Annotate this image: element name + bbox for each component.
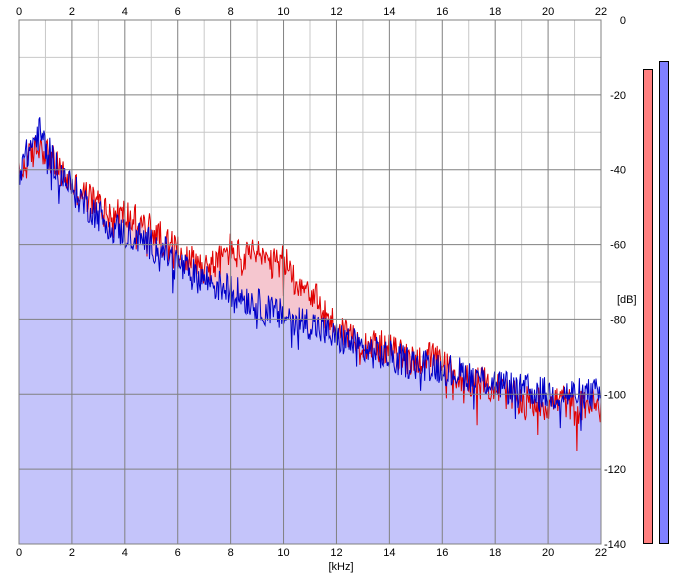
x-axis-label: [kHz] — [328, 561, 353, 573]
y-tick-label: -40 — [610, 165, 626, 177]
x-tick-label-top: 8 — [228, 6, 234, 18]
x-tick-label-top: 16 — [436, 6, 448, 18]
y-tick-label: -120 — [604, 464, 626, 476]
x-tick-label-bottom: 14 — [383, 547, 395, 559]
x-tick-label-top: 2 — [69, 6, 75, 18]
y-tick-label: -100 — [604, 389, 626, 401]
x-axis-top-ticks: 0 2 4 6 8 10 12 14 16 18 20 22 — [16, 6, 607, 18]
x-tick-label-bottom: 10 — [277, 547, 289, 559]
x-tick-label-top: 12 — [330, 6, 342, 18]
x-tick-label-bottom: 8 — [228, 547, 234, 559]
x-tick-label-top: 0 — [16, 6, 22, 18]
x-tick-label-bottom: 6 — [175, 547, 181, 559]
y-axis-label: [dB] — [617, 294, 637, 306]
y-axis-ticks: 0 -20 -40 -60 -80 -100 -120 -140 — [604, 15, 626, 551]
x-tick-label-bottom: 4 — [122, 547, 128, 559]
right-channel-line — [18, 117, 602, 431]
y-tick-label: -20 — [610, 90, 626, 102]
x-tick-label-top: 22 — [595, 6, 607, 18]
y-tick-label: 0 — [620, 15, 626, 27]
x-tick-label-bottom: 18 — [489, 547, 501, 559]
major-gridlines — [19, 20, 601, 544]
x-tick-label-top: 14 — [383, 6, 395, 18]
y-tick-label: -80 — [610, 314, 626, 326]
x-tick-label-bottom: 20 — [542, 547, 554, 559]
plot-frame — [18, 19, 602, 545]
spectrum-areas — [19, 117, 601, 545]
x-tick-label-top: 10 — [277, 6, 289, 18]
right-level-meter — [659, 61, 669, 544]
x-tick-label-top: 4 — [122, 6, 128, 18]
x-axis-bottom-ticks: 0 2 4 6 8 10 12 14 16 18 20 22 — [16, 547, 607, 559]
x-tick-label-top: 20 — [542, 6, 554, 18]
y-tick-label: -60 — [610, 240, 626, 252]
left-level-meter — [643, 68, 653, 544]
x-tick-label-top: 6 — [175, 6, 181, 18]
x-tick-label-bottom: 2 — [69, 547, 75, 559]
x-tick-label-bottom: 0 — [16, 547, 22, 559]
right-channel-area — [19, 117, 601, 545]
spectrum-lines — [18, 117, 602, 452]
x-tick-label-bottom: 12 — [330, 547, 342, 559]
x-tick-label-bottom: 22 — [595, 547, 607, 559]
y-tick-label: -140 — [604, 539, 626, 551]
x-tick-label-top: 18 — [489, 6, 501, 18]
x-tick-label-bottom: 16 — [436, 547, 448, 559]
